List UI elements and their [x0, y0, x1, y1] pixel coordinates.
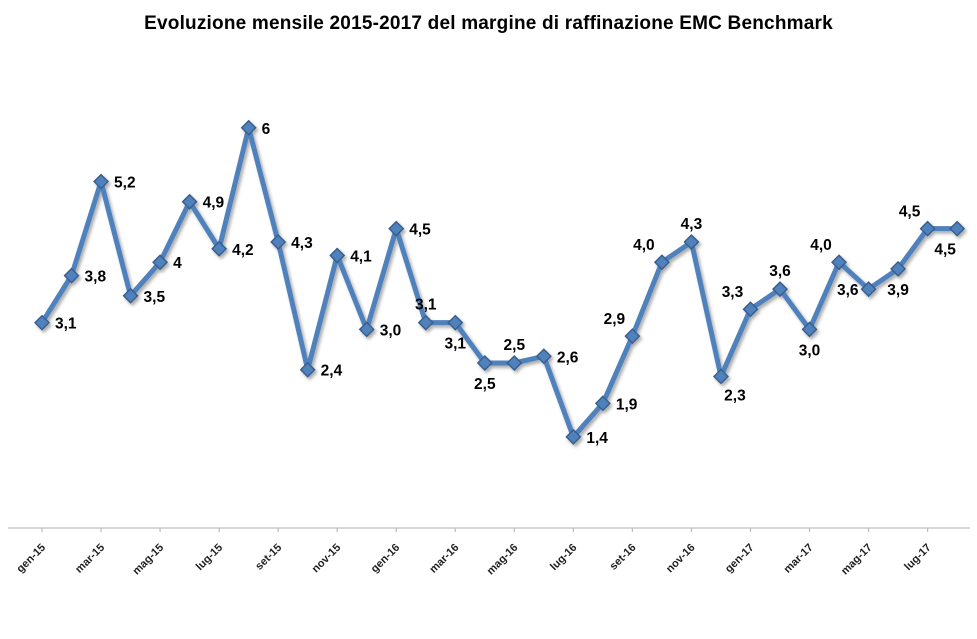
- x-tick-label: mar-17: [782, 542, 816, 576]
- data-label: 4,2: [232, 242, 254, 259]
- chart-title: Evoluzione mensile 2015-2017 del margine…: [144, 13, 833, 34]
- x-tick-label: mag-17: [839, 542, 875, 578]
- data-point-marker: [240, 119, 257, 136]
- data-point-marker: [535, 348, 552, 365]
- data-point-marker: [860, 281, 877, 298]
- data-point-marker: [476, 355, 493, 371]
- data-point-marker: [653, 254, 670, 271]
- data-label: 3,0: [380, 322, 402, 339]
- data-point-marker: [211, 240, 228, 257]
- data-point-marker: [181, 193, 198, 210]
- x-tick-label: gen-16: [369, 542, 403, 576]
- data-point-marker: [683, 234, 700, 251]
- data-label: 1,4: [586, 430, 608, 447]
- data-label: 4,0: [810, 237, 832, 254]
- data-point-marker: [772, 281, 788, 298]
- x-tick-label: mag-16: [485, 542, 521, 578]
- data-label: 4,5: [409, 222, 431, 239]
- data-label: 2,3: [724, 387, 746, 404]
- series-line: [39, 125, 960, 440]
- data-label: 2,5: [504, 337, 526, 354]
- data-label: 4,3: [681, 216, 703, 233]
- data-point-marker: [122, 287, 139, 304]
- data-label: 5,2: [114, 175, 136, 192]
- data-point-marker: [299, 361, 316, 378]
- data-point-marker: [93, 173, 110, 190]
- data-point-marker: [63, 267, 80, 284]
- data-label: 6: [262, 121, 271, 138]
- x-tick-label: mar-16: [427, 542, 461, 576]
- data-point-marker: [949, 220, 966, 237]
- data-point-marker: [801, 321, 818, 338]
- data-label: 1,9: [616, 396, 638, 413]
- data-label: 4: [173, 255, 182, 272]
- data-point-marker: [565, 428, 582, 445]
- data-label: 2,4: [321, 363, 343, 380]
- data-label: 3,3: [722, 284, 744, 301]
- data-label: 4,0: [633, 237, 655, 254]
- x-tick-label: nov-16: [664, 542, 698, 576]
- x-tick-label: set-16: [608, 542, 639, 573]
- x-tick-label: nov-15: [310, 542, 344, 576]
- data-point-marker: [417, 314, 434, 331]
- data-point-marker: [594, 395, 611, 412]
- data-point-marker: [919, 220, 936, 237]
- data-label: 2,6: [557, 349, 579, 366]
- data-label: 3,1: [55, 316, 77, 333]
- x-tick-label: gen-15: [15, 542, 49, 576]
- data-label: 3,0: [799, 342, 821, 359]
- data-label: 4,9: [203, 195, 225, 212]
- data-label: 2,5: [474, 376, 496, 393]
- data-label: 3,8: [85, 269, 107, 286]
- data-label: 3,9: [887, 282, 909, 299]
- data-label: 3,6: [837, 282, 859, 299]
- data-point-marker: [34, 314, 50, 331]
- data-label: 2,9: [604, 311, 626, 328]
- data-point-marker: [831, 254, 848, 271]
- data-point-marker: [890, 260, 907, 277]
- data-point-marker: [388, 220, 405, 237]
- data-label: 4,3: [291, 235, 313, 252]
- x-tick-label: lug-17: [902, 542, 933, 573]
- data-label: 3,6: [769, 263, 791, 280]
- data-point-marker: [358, 321, 375, 338]
- data-point-marker: [329, 247, 346, 264]
- data-label: 4,5: [899, 204, 921, 221]
- x-tick-label: set-15: [253, 542, 284, 573]
- data-point-marker: [742, 301, 759, 318]
- series-group: [34, 119, 966, 445]
- x-tick-label: mar-15: [73, 542, 107, 576]
- data-point-marker: [270, 234, 287, 251]
- data-point-marker: [624, 328, 641, 345]
- data-label: 3,1: [415, 297, 437, 314]
- x-tick-label: lug-15: [194, 542, 225, 573]
- data-label: 4,5: [934, 242, 956, 259]
- data-point-marker: [152, 254, 169, 271]
- data-point-marker: [447, 314, 464, 331]
- x-tick-label: gen-17: [723, 542, 757, 576]
- data-label: 3,5: [144, 289, 166, 306]
- data-point-marker: [506, 355, 523, 371]
- x-tick-label: mag-15: [130, 542, 166, 578]
- x-tick-label: lug-16: [548, 542, 579, 573]
- data-label: 3,1: [444, 336, 466, 353]
- data-label: 4,1: [350, 248, 372, 265]
- data-point-marker: [712, 368, 729, 385]
